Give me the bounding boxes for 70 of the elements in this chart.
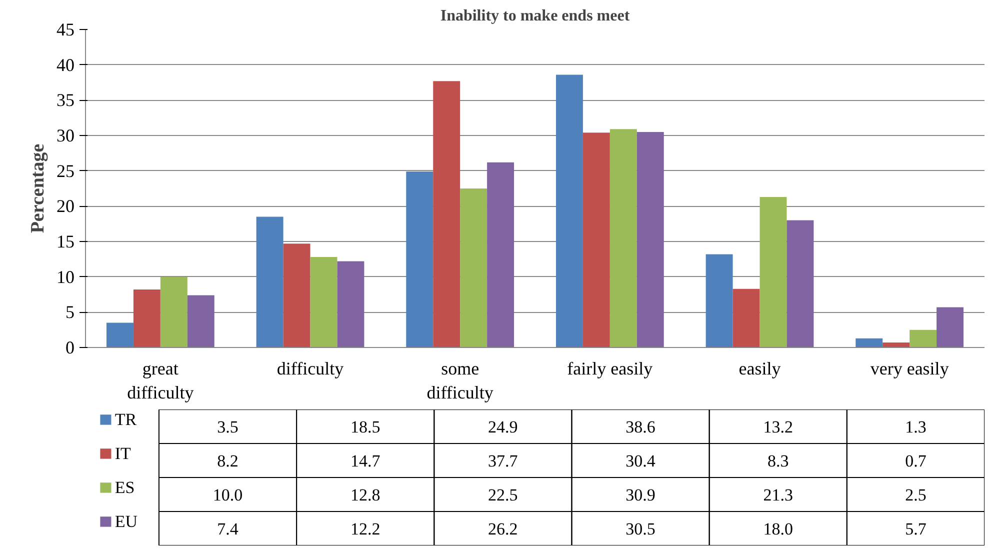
bar [133, 290, 160, 348]
bar [706, 254, 733, 348]
x-tick-label: some difficulty [426, 358, 494, 402]
data-label: 14.7 [350, 452, 381, 470]
data-label: 22.5 [488, 486, 518, 504]
data-label: 18.5 [350, 418, 380, 436]
data-label: 3.5 [217, 418, 238, 436]
data-label: 1.3 [905, 418, 926, 436]
data-label: 2.5 [905, 486, 926, 504]
bar [732, 288, 760, 348]
bar [610, 129, 637, 348]
data-label: 38.6 [626, 418, 656, 436]
y-tick-label: 35 [56, 90, 74, 110]
data-label: 0.7 [905, 452, 927, 470]
data-label: 10.0 [212, 486, 243, 504]
data-label: 30.9 [626, 486, 656, 504]
y-tick-label: 25 [56, 160, 74, 181]
x-tick-label: great difficulty [127, 358, 194, 402]
bar [636, 132, 664, 348]
data-label: 24.9 [488, 418, 518, 436]
legend-label: TR [114, 410, 138, 430]
x-tick-label: fairly easily [567, 358, 653, 378]
data-label: 8.3 [767, 452, 789, 470]
data-label: 12.2 [350, 520, 380, 538]
y-tick-label: 0 [66, 338, 74, 358]
data-label: 13.2 [763, 418, 793, 436]
bar [786, 220, 814, 348]
bar [106, 322, 134, 348]
legend-label: IT [114, 444, 132, 464]
bar [256, 216, 284, 348]
bar [406, 172, 434, 348]
bar [936, 307, 964, 348]
y-tick-label: 45 [56, 20, 74, 40]
bar [433, 81, 460, 348]
data-label: 30.5 [626, 520, 656, 538]
bar [910, 330, 937, 348]
data-label: 7.4 [217, 520, 239, 538]
bar [310, 257, 338, 348]
legend-label: EU [114, 512, 138, 532]
y-tick-label: 40 [56, 54, 74, 75]
bar [487, 162, 514, 348]
y-axis-title: Percentage [28, 144, 48, 234]
bar [283, 244, 310, 348]
x-tick-label: difficulty [276, 358, 344, 378]
bar [460, 188, 488, 348]
y-tick-label: 15 [56, 232, 74, 252]
chart-title: Inability to make ends meet [440, 8, 630, 24]
x-tick-label: easily [738, 358, 781, 378]
data-label: 8.2 [217, 452, 238, 470]
bar [856, 338, 883, 348]
data-label: 37.7 [488, 452, 518, 470]
y-tick-label: 20 [56, 196, 74, 216]
bar [187, 295, 214, 348]
data-label: 30.4 [626, 452, 656, 470]
bar [337, 261, 364, 348]
data-label: 26.2 [488, 520, 518, 538]
bar [882, 342, 910, 348]
bar [556, 74, 583, 348]
data-label: 5.7 [905, 520, 927, 538]
y-tick-label: 5 [66, 302, 74, 322]
bar [582, 132, 610, 348]
bar [160, 276, 188, 348]
bar [760, 196, 787, 348]
x-tick-label: very easily [870, 358, 949, 378]
data-label: 18.0 [763, 520, 793, 538]
y-tick-label: 30 [56, 126, 74, 146]
data-label: 21.3 [763, 486, 793, 504]
data-label: 12.8 [350, 486, 380, 504]
legend-label: ES [114, 478, 135, 498]
y-tick-label: 10 [56, 266, 74, 287]
